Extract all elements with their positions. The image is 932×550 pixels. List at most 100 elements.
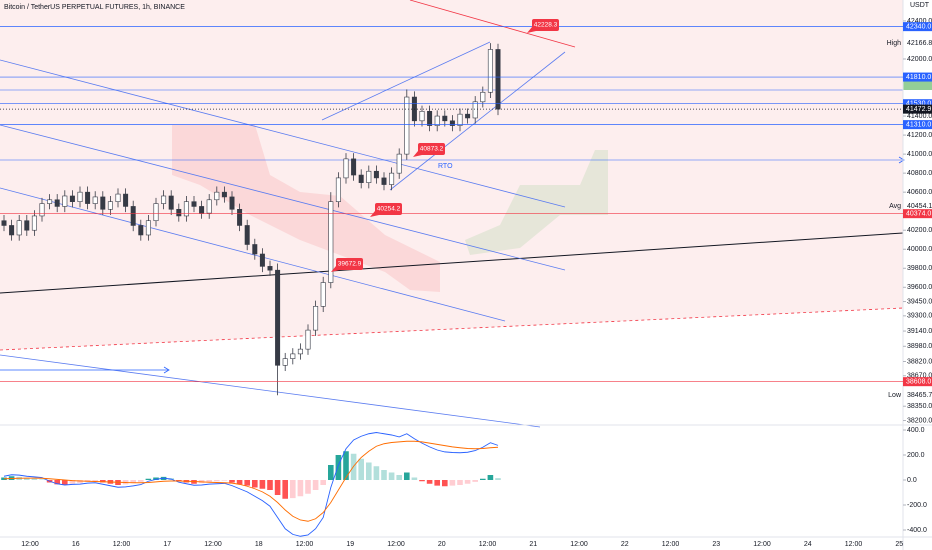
candle-body [419, 111, 425, 122]
y-tick-label: 40000.0 [907, 246, 932, 253]
histogram-bar [442, 480, 448, 487]
candle-body [1, 220, 7, 226]
histogram-bar [457, 480, 463, 485]
histogram-bar [487, 475, 494, 480]
callout-pointer [370, 211, 379, 217]
y-tick-label: 42400.0 [907, 18, 932, 25]
trend-line [0, 307, 904, 351]
y-tick-label: 38980.0 [907, 343, 932, 350]
candle-body [351, 158, 357, 176]
histogram-bar [24, 478, 30, 480]
trend-line [0, 187, 506, 322]
y-tick-label: 38670.0 [907, 373, 932, 380]
x-tick-label: 25 [895, 541, 903, 548]
x-tick-label: 12:00 [387, 541, 405, 548]
histogram-bar [426, 480, 433, 484]
candle-body [145, 220, 151, 236]
x-tick-label: 17 [163, 541, 171, 548]
candle-body [396, 153, 402, 174]
histogram-bar [312, 480, 319, 490]
histogram-bar [229, 480, 235, 483]
histogram-bar [236, 480, 243, 485]
histogram-bar [206, 480, 212, 482]
histogram-bar [343, 451, 349, 480]
candle-body [381, 177, 387, 185]
candle-body [358, 174, 364, 183]
price-label-box [903, 22, 932, 32]
currency: USDT [910, 2, 930, 9]
price-label: 38608.0 [906, 379, 931, 386]
candle-body [449, 120, 455, 126]
candle-body [343, 158, 349, 179]
histogram-bar [54, 480, 60, 485]
y-tick-label: 40200.0 [907, 227, 932, 234]
candle-body [54, 199, 60, 207]
x-tick-label: 12:00 [296, 541, 314, 548]
x-tick-label: 12:00 [21, 541, 39, 548]
candle-body [252, 244, 258, 255]
channel-line [321, 41, 491, 121]
histogram-bar [267, 480, 273, 490]
y-tick-label: 400.0 [907, 427, 925, 434]
stat-name: Avg [889, 203, 901, 210]
histogram-bar [31, 478, 38, 480]
trend-line [0, 354, 541, 428]
histogram-bar [396, 475, 402, 480]
x-tick-label: 19 [346, 541, 354, 548]
x-tick-label: 12:00 [204, 541, 222, 548]
chart-title: Bitcoin / TetherUS PERPETUAL FUTURES, 1h… [4, 4, 185, 11]
candle-body [305, 329, 311, 350]
y-tick-label: 41400.0 [907, 113, 932, 120]
y-tick-label: 39300.0 [907, 313, 932, 320]
candle-body [335, 177, 341, 202]
x-tick-label: 16 [72, 541, 80, 548]
candle-body [24, 220, 30, 231]
candle-body [282, 358, 288, 366]
candle-body [115, 193, 121, 202]
price-label: 41472.9 [906, 106, 931, 113]
histogram-bar [434, 480, 440, 486]
candle-body [313, 306, 319, 331]
y-tick-label: 39800.0 [907, 265, 932, 272]
histogram-bar [130, 480, 136, 484]
callout-label: 42228.3 [534, 22, 558, 29]
stat-name: High [887, 40, 902, 47]
y-tick-label: 200.0 [907, 452, 925, 459]
candle-body [328, 201, 334, 283]
y-tick-label: 41200.0 [907, 132, 932, 139]
y-tick-label: -200.0 [907, 502, 927, 509]
histogram-bar [388, 472, 395, 480]
candle-body [130, 206, 136, 226]
candle-body [77, 191, 83, 202]
histogram-bar [221, 480, 228, 481]
candle-body [237, 208, 243, 226]
callout-pointer [527, 27, 536, 33]
histogram-bar [252, 480, 258, 488]
candle-body [214, 191, 220, 201]
candle-body [465, 113, 471, 119]
callout-box [375, 203, 402, 215]
price-label: 41310.0 [906, 121, 931, 128]
histogram-bar [39, 479, 45, 480]
x-tick-label: 21 [529, 541, 537, 548]
y-tick-label: 38200.0 [907, 417, 932, 424]
price-label: 41530.0 [906, 101, 931, 108]
candle-body [153, 203, 159, 222]
x-tick-label: 12:00 [845, 541, 863, 548]
price-label: 41810.0 [906, 74, 931, 81]
candle-body [47, 199, 53, 204]
zone [0, 0, 903, 350]
histogram-bar [305, 480, 311, 494]
histogram-bar [381, 470, 387, 480]
candle-body [472, 101, 478, 119]
candle-body [9, 225, 15, 236]
histogram-bar [472, 480, 478, 482]
candle-body [123, 193, 129, 207]
price-label-box [903, 209, 932, 219]
candle-body [297, 348, 303, 355]
channel-line [389, 51, 566, 191]
candle-body [206, 199, 212, 214]
candle-body [366, 170, 372, 183]
